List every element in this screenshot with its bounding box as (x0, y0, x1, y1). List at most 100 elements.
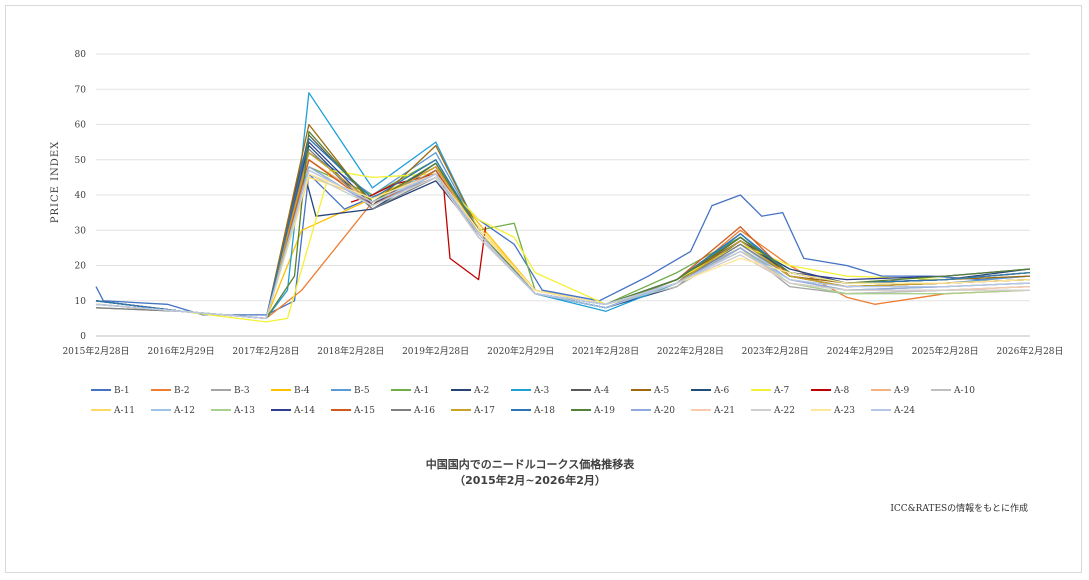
x-tick-label: 2022年2月28日 (657, 345, 724, 357)
legend-item: A-8 (811, 386, 850, 396)
legend-item: B-5 (331, 386, 370, 396)
y-tick-label: 50 (75, 156, 87, 166)
y-tick-label: 30 (75, 226, 87, 236)
legend-item: A-12 (151, 406, 195, 416)
series-line-A-11 (95, 173, 1031, 320)
x-tick-label: 2019年2月28日 (402, 345, 469, 357)
legend-label: A-1 (413, 386, 429, 396)
legend-item: B-2 (151, 386, 190, 396)
legend-item: B-1 (91, 386, 130, 396)
legend-label: A-11 (113, 406, 135, 416)
y-tick-label: 10 (75, 297, 87, 307)
source-note: ICC&RATESの情報をもとに作成 (890, 502, 1028, 514)
legend-item: A-9 (871, 386, 910, 396)
legend-item: A-18 (511, 406, 555, 416)
legend-label: A-8 (833, 386, 850, 396)
series-line-A-22 (95, 173, 1030, 320)
x-tick-label: 2018年2月28日 (317, 345, 384, 357)
x-tick-label: 2023年2月28日 (742, 345, 809, 357)
x-tick-label: 2020年2月29日 (487, 345, 554, 357)
y-tick-label: 70 (75, 85, 87, 95)
legend-item: A-16 (391, 406, 435, 416)
legend-label: A-16 (413, 406, 435, 416)
series-lines (95, 92, 1031, 323)
legend-label: A-6 (713, 386, 730, 396)
legend-item: A-15 (331, 406, 375, 416)
legend-label: A-14 (293, 406, 315, 416)
legend-item: A-24 (871, 406, 915, 416)
legend-label: A-10 (953, 386, 975, 396)
legend-label: B-4 (294, 386, 310, 396)
legend-item: A-4 (571, 386, 610, 396)
legend-item: A-11 (91, 406, 135, 416)
legend-label: A-4 (593, 386, 610, 396)
legend-item: A-7 (751, 386, 790, 396)
series-line-A-4 (95, 134, 1031, 320)
y-axis-label: PRICE INDEX (50, 141, 61, 223)
legend-label: A-7 (773, 386, 790, 396)
series-line-A-23 (95, 173, 1031, 320)
y-tick-label: 0 (80, 332, 86, 342)
y-tick-label: 60 (75, 121, 87, 131)
x-tick-label: 2016年2月29日 (148, 345, 215, 357)
series-line-A-13 (95, 173, 1031, 320)
gridlines (96, 53, 1030, 337)
legend-label: A-17 (473, 406, 495, 416)
legend-label: A-9 (893, 386, 910, 396)
legend-item: A-10 (931, 386, 975, 396)
legend-item: A-20 (631, 406, 675, 416)
legend-label: A-5 (653, 386, 670, 396)
legend-item: B-3 (211, 386, 250, 396)
legend-label: A-21 (713, 406, 735, 416)
legend-label: A-22 (773, 406, 795, 416)
legend-label: A-24 (893, 406, 915, 416)
y-tick-labels: 0 10 20 30 40 50 60 70 80 (75, 50, 87, 342)
legend-label: B-1 (114, 386, 130, 396)
series-line-A-7 (95, 169, 1031, 323)
chart-frame (5, 5, 1082, 573)
y-tick-label: 20 (75, 262, 87, 272)
series-line-A-24 (95, 169, 1031, 320)
series-line-A-18 (95, 137, 1031, 320)
legend-item: A-3 (511, 386, 550, 396)
chart-subtitle: （2015年2月~2026年2月） (454, 473, 606, 487)
legend-label: A-13 (233, 406, 255, 416)
legend-item: A-5 (631, 386, 670, 396)
legend-item: A-6 (691, 386, 730, 396)
series-line-A-16 (95, 148, 1031, 320)
x-tick-label: 2015年2月28日 (62, 345, 129, 357)
legend-label: B-5 (354, 386, 370, 396)
legend-item: B-4 (271, 386, 310, 396)
legend-label: B-3 (234, 386, 250, 396)
x-tick-label: 2025年2月28日 (912, 345, 979, 357)
legend-label: A-15 (353, 406, 375, 416)
x-tick-labels: 2015年2月28日 2016年2月29日 2017年2月28日 2018年2月28日… (62, 345, 1063, 357)
legend-label: A-2 (473, 386, 489, 396)
legend-item: A-14 (271, 406, 315, 416)
legend-label: A-18 (533, 406, 555, 416)
legend-label: A-20 (653, 406, 675, 416)
legend-item: A-17 (451, 406, 495, 416)
legend: B-1 B-2 B-3 B-4 B-5 A-1 A-2 A-3 A-4 A-5 A-6 A-7 A-8 A… (91, 386, 975, 416)
legend-item: A-23 (811, 406, 855, 416)
legend-item: A-22 (751, 406, 795, 416)
legend-item: A-1 (391, 386, 429, 396)
x-tick-label: 2024年2月29日 (827, 345, 894, 357)
chart-title: 中国国内でのニードルコークス価格推移表 (426, 457, 635, 471)
legend-item: A-21 (691, 406, 735, 416)
x-tick-label: 2026年2月28日 (996, 345, 1063, 357)
series-line-A-8 (350, 173, 487, 281)
series-line-A-5 (95, 123, 1031, 320)
legend-label: A-12 (173, 406, 195, 416)
legend-label: B-2 (174, 386, 190, 396)
x-tick-label: 2021年2月28日 (572, 345, 639, 357)
legend-label: A-3 (533, 386, 550, 396)
y-tick-label: 40 (75, 191, 87, 201)
x-tick-label: 2017年2月28日 (232, 345, 299, 357)
y-tick-label: 80 (75, 50, 87, 60)
legend-item: A-19 (571, 406, 615, 416)
legend-label: A-19 (593, 406, 615, 416)
legend-label: A-23 (833, 406, 855, 416)
legend-item: A-2 (451, 386, 489, 396)
